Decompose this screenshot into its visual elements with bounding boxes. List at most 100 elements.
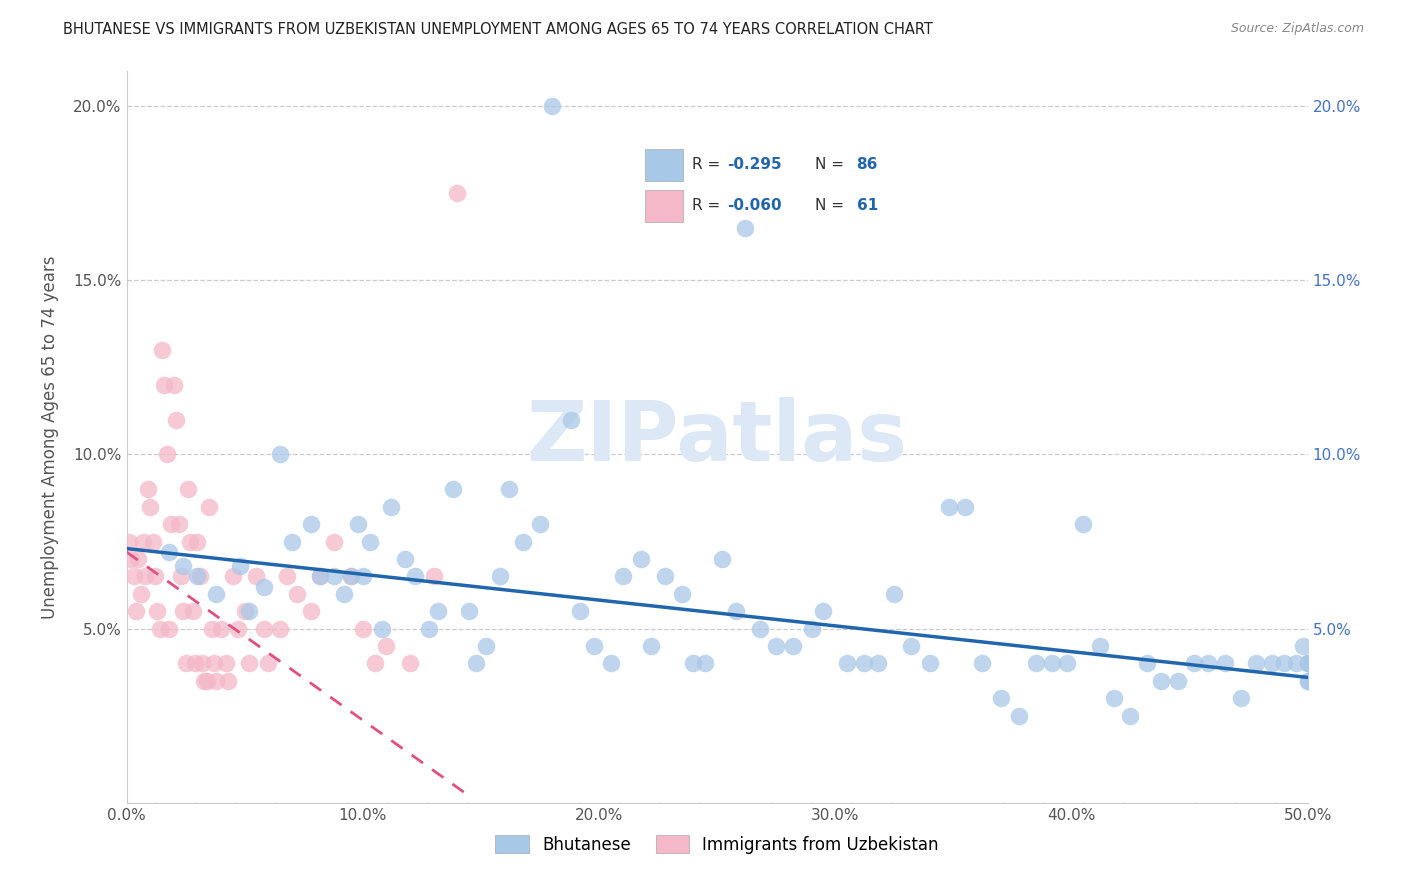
Immigrants from Uzbekistan <box>215 657 238 671</box>
Bhutanese <box>157 545 180 559</box>
Immigrants from Uzbekistan <box>352 622 374 636</box>
Bhutanese <box>900 639 922 653</box>
Bhutanese <box>333 587 356 601</box>
Immigrants from Uzbekistan <box>238 657 260 671</box>
Bhutanese <box>380 500 402 514</box>
Bhutanese <box>748 622 770 636</box>
Immigrants from Uzbekistan <box>174 657 197 671</box>
Bhutanese <box>394 552 416 566</box>
Immigrants from Uzbekistan <box>202 657 225 671</box>
Text: -0.060: -0.060 <box>727 198 782 213</box>
Immigrants from Uzbekistan <box>143 569 166 583</box>
Bhutanese <box>1102 691 1125 706</box>
Immigrants from Uzbekistan <box>136 483 159 497</box>
Bhutanese <box>281 534 304 549</box>
Immigrants from Uzbekistan <box>127 552 149 566</box>
Immigrants from Uzbekistan <box>269 622 291 636</box>
Text: 61: 61 <box>856 198 877 213</box>
Immigrants from Uzbekistan <box>200 622 222 636</box>
Text: ZIPatlas: ZIPatlas <box>527 397 907 477</box>
Bhutanese <box>1261 657 1284 671</box>
Bhutanese <box>1230 691 1253 706</box>
Bhutanese <box>1182 657 1205 671</box>
Bhutanese <box>309 569 332 583</box>
Bhutanese <box>347 517 370 532</box>
Bhutanese <box>1197 657 1219 671</box>
Immigrants from Uzbekistan <box>179 534 201 549</box>
Immigrants from Uzbekistan <box>299 604 322 618</box>
Immigrants from Uzbekistan <box>165 412 187 426</box>
Bhutanese <box>359 534 381 549</box>
Immigrants from Uzbekistan <box>120 552 142 566</box>
Bhutanese <box>1244 657 1267 671</box>
Bhutanese <box>1213 657 1236 671</box>
Bhutanese <box>269 448 291 462</box>
Immigrants from Uzbekistan <box>167 517 190 532</box>
Bhutanese <box>866 657 889 671</box>
Immigrants from Uzbekistan <box>139 500 162 514</box>
Immigrants from Uzbekistan <box>191 657 214 671</box>
Bhutanese <box>488 569 510 583</box>
Bhutanese <box>1285 657 1308 671</box>
Immigrants from Uzbekistan <box>446 186 468 201</box>
Bhutanese <box>1296 673 1319 688</box>
Bhutanese <box>186 569 208 583</box>
Bhutanese <box>583 639 606 653</box>
Bhutanese <box>418 622 440 636</box>
Bhutanese <box>1167 673 1189 688</box>
Bhutanese <box>918 657 941 671</box>
Bhutanese <box>1056 657 1078 671</box>
Immigrants from Uzbekistan <box>222 569 245 583</box>
Immigrants from Uzbekistan <box>149 622 172 636</box>
Immigrants from Uzbekistan <box>198 500 221 514</box>
Bhutanese <box>599 657 621 671</box>
Bhutanese <box>458 604 481 618</box>
Bhutanese <box>654 569 676 583</box>
Immigrants from Uzbekistan <box>177 483 200 497</box>
Text: Source: ZipAtlas.com: Source: ZipAtlas.com <box>1230 22 1364 36</box>
Bhutanese <box>1296 657 1319 671</box>
Bhutanese <box>612 569 634 583</box>
Bhutanese <box>1136 657 1159 671</box>
Bhutanese <box>835 657 858 671</box>
Text: N =: N = <box>815 157 849 172</box>
Immigrants from Uzbekistan <box>157 622 180 636</box>
Text: R =: R = <box>692 157 725 172</box>
Immigrants from Uzbekistan <box>276 569 298 583</box>
Text: R =: R = <box>692 198 725 213</box>
Immigrants from Uzbekistan <box>181 604 204 618</box>
Bhutanese <box>1071 517 1094 532</box>
Bhutanese <box>238 604 260 618</box>
Bhutanese <box>474 639 496 653</box>
Bhutanese <box>671 587 693 601</box>
Immigrants from Uzbekistan <box>309 569 332 583</box>
Text: N =: N = <box>815 198 849 213</box>
Bhutanese <box>229 558 252 573</box>
Bhutanese <box>1296 657 1319 671</box>
Immigrants from Uzbekistan <box>285 587 308 601</box>
Bhutanese <box>252 580 274 594</box>
Text: -0.295: -0.295 <box>727 157 782 172</box>
Bhutanese <box>427 604 450 618</box>
Immigrants from Uzbekistan <box>160 517 183 532</box>
Immigrants from Uzbekistan <box>186 534 208 549</box>
Bhutanese <box>1042 657 1064 671</box>
Immigrants from Uzbekistan <box>163 377 186 392</box>
Bhutanese <box>323 569 346 583</box>
Bhutanese <box>370 622 392 636</box>
Immigrants from Uzbekistan <box>245 569 267 583</box>
Y-axis label: Unemployment Among Ages 65 to 74 years: Unemployment Among Ages 65 to 74 years <box>41 255 59 619</box>
Bhutanese <box>953 500 976 514</box>
Immigrants from Uzbekistan <box>132 534 155 549</box>
Immigrants from Uzbekistan <box>422 569 444 583</box>
Bhutanese <box>1008 708 1031 723</box>
Immigrants from Uzbekistan <box>340 569 363 583</box>
Immigrants from Uzbekistan <box>193 673 215 688</box>
Bhutanese <box>813 604 835 618</box>
Immigrants from Uzbekistan <box>125 604 148 618</box>
Bar <box>645 149 683 181</box>
Bhutanese <box>1296 657 1319 671</box>
Bhutanese <box>938 500 960 514</box>
Bhutanese <box>1296 673 1319 688</box>
Bhutanese <box>1272 657 1295 671</box>
